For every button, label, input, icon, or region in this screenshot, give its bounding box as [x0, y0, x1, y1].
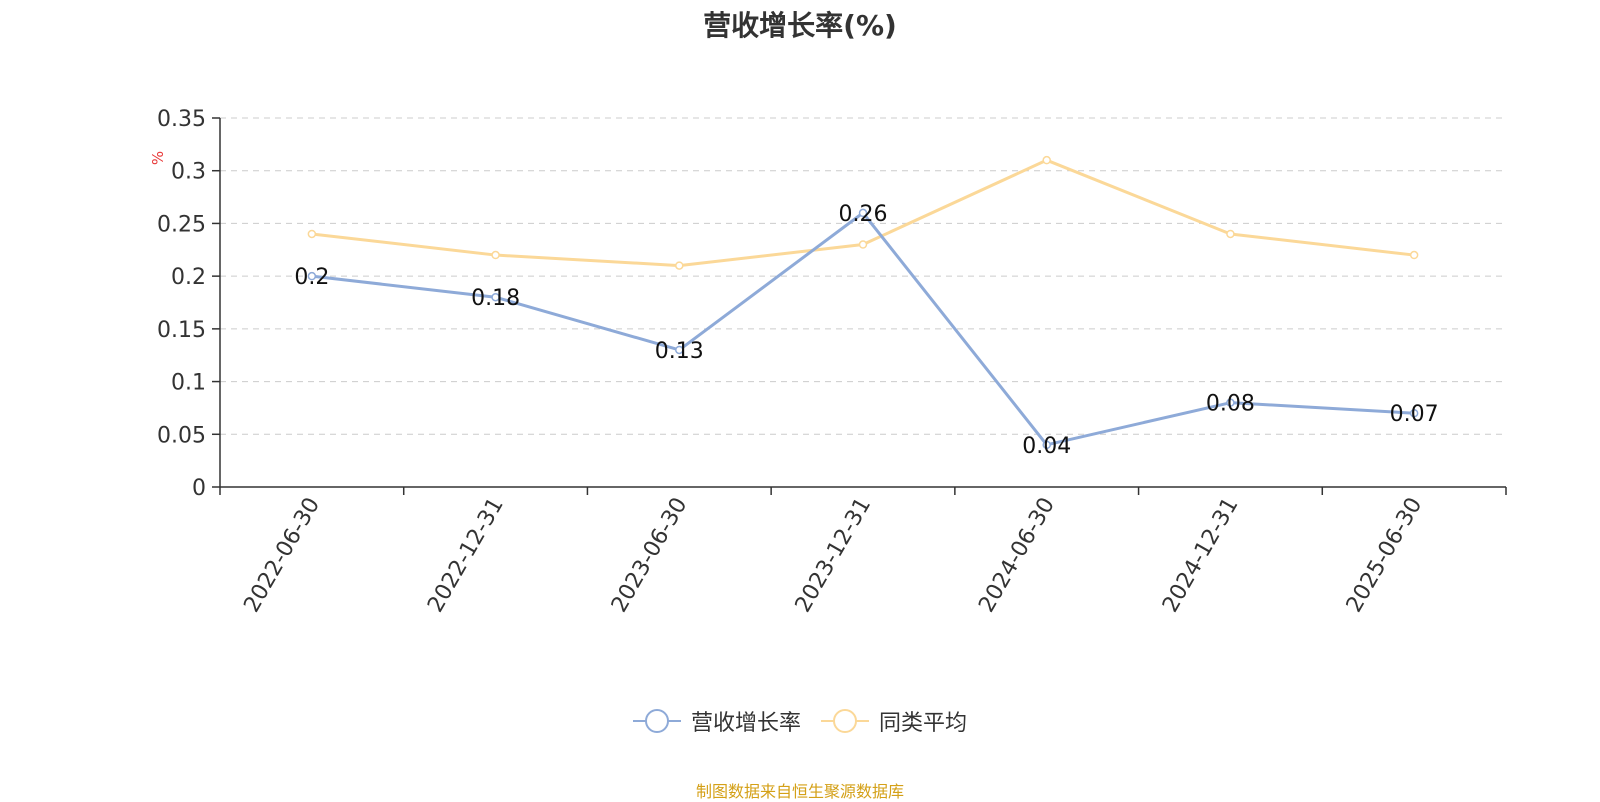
data-point: [1409, 408, 1419, 418]
data-labels: 0.2 0.18 0.13 0.26 0.04 0.08 0.07: [294, 202, 1438, 459]
y-tick-label: 0.2: [171, 265, 206, 290]
data-point: [1042, 440, 1051, 450]
y-tick-label: 0.25: [157, 212, 206, 237]
x-tick-label: 2024-06-30: [974, 494, 1060, 617]
data-point: [675, 261, 684, 270]
legend-item-peer-average[interactable]: 同类平均: [821, 705, 967, 737]
legend-peer-average-icon: [821, 709, 869, 733]
data-label: 0.18: [471, 286, 520, 311]
x-tick-label: 2022-06-30: [239, 494, 325, 617]
data-label: 0.26: [839, 202, 888, 227]
chart-title: 营收增长率(%): [703, 9, 897, 42]
legend: 营收增长率 同类平均: [0, 705, 1600, 737]
legend-item-revenue-growth[interactable]: 营收增长率: [632, 705, 801, 737]
data-point: [1226, 398, 1235, 407]
source-note: 制图数据来自恒生聚源数据库: [695, 782, 904, 801]
data-point: [1042, 155, 1051, 165]
series-lines: [307, 155, 1419, 450]
data-point: [675, 345, 684, 355]
data-point: [858, 208, 868, 218]
x-tick-label: 2023-06-30: [607, 494, 693, 617]
data-point: [491, 250, 500, 260]
data-label: 0.04: [1022, 434, 1071, 459]
x-tick-label: 2023-12-31: [791, 494, 877, 617]
y-tick-label: 0.35: [157, 107, 206, 132]
data-label: 0.13: [655, 339, 704, 364]
y-tick-label: 0.15: [157, 318, 206, 343]
y-tick-label: 0.1: [171, 371, 206, 396]
x-tick-label: 2024-12-31: [1158, 494, 1244, 617]
axes: 0 0.05 0.1 0.15 0.2 0.25 0.3 0.35% 2022-06-30 202…: [149, 107, 1507, 617]
legend-label-revenue-growth: 营收增长率: [690, 711, 801, 736]
data-point: [307, 229, 317, 239]
legend-label-peer-average: 同类平均: [879, 711, 968, 736]
data-point: [858, 240, 868, 249]
y-tick-label: 0.05: [157, 423, 206, 448]
x-tick-label: 2025-06-30: [1342, 494, 1428, 617]
data-point: [307, 271, 317, 281]
y-tick-label: 0.3: [171, 160, 206, 185]
y-tick-label: 0: [192, 476, 206, 501]
grid-lines: [220, 117, 1506, 435]
y-axis-unit-label: %: [149, 151, 167, 165]
x-tick-label: 2022-12-31: [423, 494, 509, 617]
data-point: [491, 292, 500, 302]
data-point: [1226, 229, 1235, 239]
data-label: 0.2: [294, 265, 329, 290]
data-label: 0.08: [1206, 392, 1255, 417]
data-label: 0.07: [1390, 402, 1439, 427]
legend-revenue-growth-icon: [632, 709, 681, 733]
data-point: [1409, 250, 1419, 260]
